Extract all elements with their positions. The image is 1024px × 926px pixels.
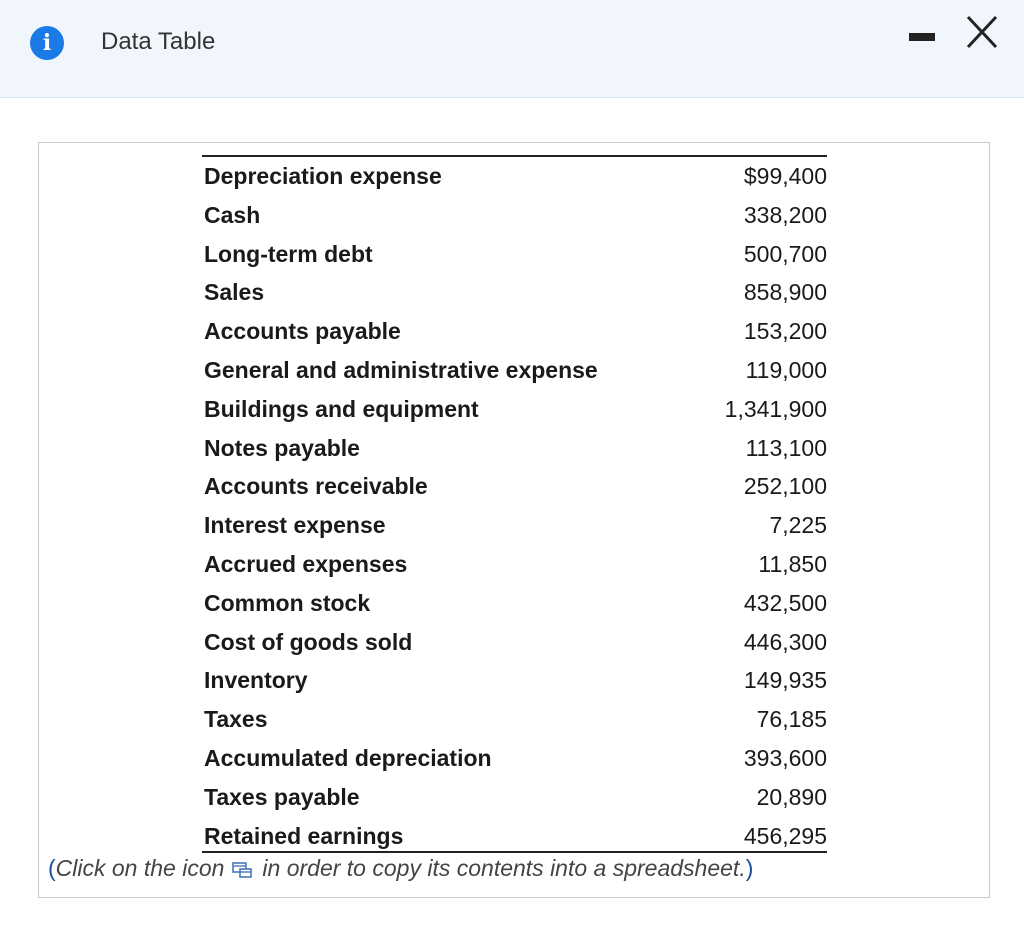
table-row: Cash 338,200	[202, 196, 827, 235]
table-row: Depreciation expense $99,400	[202, 157, 827, 196]
data-panel	[38, 142, 990, 898]
row-value: 76,185	[756, 706, 827, 733]
table-row: Long-term debt 500,700	[202, 235, 827, 274]
table-row: Accounts receivable 252,100	[202, 467, 827, 506]
row-value: 113,100	[745, 434, 827, 461]
row-label: Long-term debt	[204, 240, 373, 267]
row-label: Notes payable	[204, 434, 360, 461]
row-label: Inventory	[204, 667, 308, 694]
row-label: Buildings and equipment	[204, 395, 479, 422]
table-row: Taxes 76,185	[202, 700, 827, 739]
table-row: Interest expense 7,225	[202, 506, 827, 545]
row-value: 7,225	[769, 512, 827, 539]
table-row: Retained earnings 456,295	[202, 817, 827, 856]
row-value: $99,400	[743, 163, 827, 189]
table-row: Taxes payable 20,890	[202, 778, 827, 817]
table-row: Common stock 432,500	[202, 584, 827, 623]
copy-footnote: (Click on the icon in order to copy its …	[48, 855, 753, 882]
table-row: Sales 858,900	[202, 273, 827, 312]
row-value: 858,900	[743, 279, 827, 306]
row-value: 500,700	[743, 240, 827, 267]
row-value: 432,500	[743, 589, 827, 616]
row-value: 393,600	[743, 744, 827, 771]
table-row: Accounts payable 153,200	[202, 312, 827, 351]
row-label: Accumulated depreciation	[204, 744, 492, 771]
table-row: General and administrative expense 119,00…	[202, 351, 827, 390]
footnote-text-after: in order to copy its contents into a spr…	[262, 855, 746, 881]
row-value: 456,295	[743, 822, 827, 849]
row-value: 338,200	[743, 201, 827, 228]
minimize-icon[interactable]	[909, 33, 935, 41]
row-value: 119,000	[745, 356, 827, 383]
table-row: Accumulated depreciation 393,600	[202, 739, 827, 778]
row-value: 153,200	[743, 318, 827, 345]
row-value: 149,935	[743, 667, 827, 694]
dialog-title: Data Table	[101, 28, 216, 55]
row-value: 20,890	[756, 783, 827, 810]
row-label: Cost of goods sold	[204, 628, 413, 655]
row-label: General and administrative expense	[204, 356, 598, 383]
table-bottom-rule	[202, 851, 827, 853]
row-label: Taxes payable	[204, 783, 360, 810]
row-label: Accounts receivable	[204, 473, 428, 500]
footnote-close-paren: )	[745, 855, 754, 881]
row-value: 11,850	[758, 550, 827, 577]
footnote-text-before: Click on the icon	[55, 855, 225, 881]
dialog-header: i Data Table	[0, 0, 1024, 98]
table-row: Inventory 149,935	[202, 661, 827, 700]
row-value: 1,341,900	[724, 395, 827, 422]
info-icon: i	[30, 26, 64, 60]
footnote-open-paren: (	[48, 855, 56, 881]
close-icon[interactable]	[962, 12, 1002, 52]
row-label: Taxes	[204, 706, 268, 733]
row-label: Cash	[204, 201, 261, 228]
row-label: Accrued expenses	[204, 550, 408, 577]
row-label: Sales	[204, 279, 265, 306]
table-row: Accrued expenses 11,850	[202, 545, 827, 584]
row-label: Depreciation expense	[204, 163, 442, 189]
data-table: Depreciation expense $99,400 Cash 338,200 Lo…	[202, 155, 827, 855]
row-value: 446,300	[743, 628, 827, 655]
table-row: Buildings and equipment 1,341,900	[202, 390, 827, 429]
row-label: Interest expense	[204, 512, 386, 539]
row-label: Common stock	[204, 589, 371, 616]
table-row: Cost of goods sold 446,300	[202, 623, 827, 662]
row-label: Retained earnings	[204, 822, 404, 849]
row-value: 252,100	[743, 473, 827, 500]
spreadsheet-copy-icon[interactable]	[232, 862, 253, 878]
table-row: Notes payable 113,100	[202, 429, 827, 468]
row-label: Accounts payable	[204, 318, 401, 345]
